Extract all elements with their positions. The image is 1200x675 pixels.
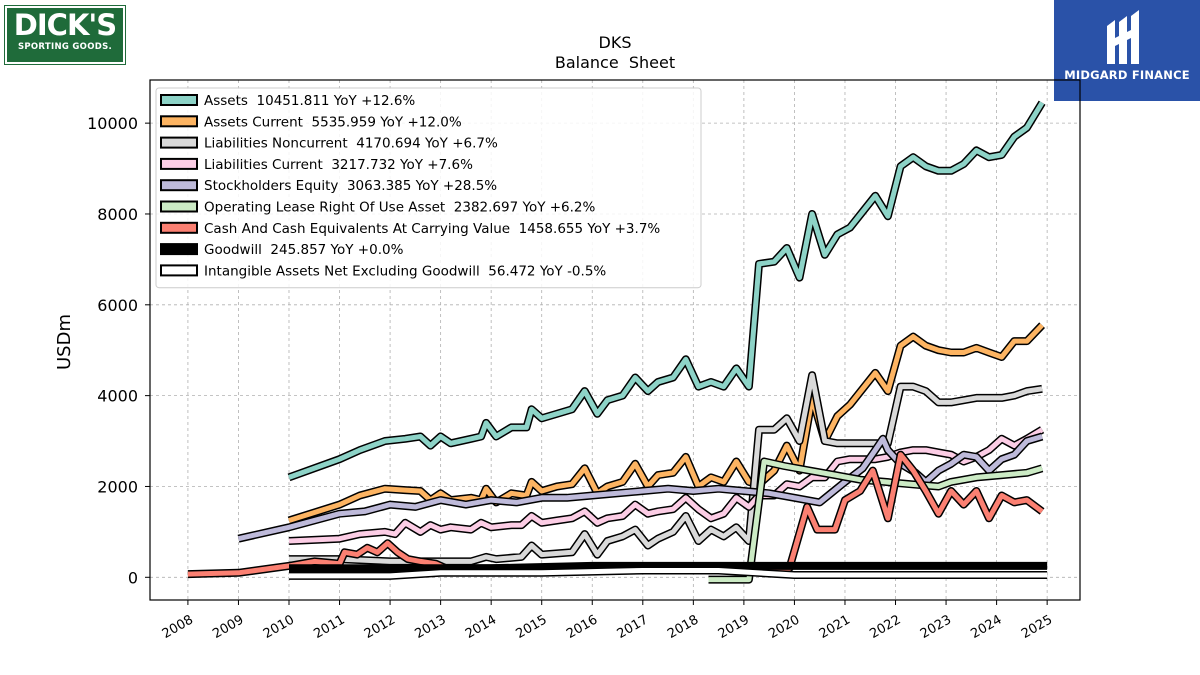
- series-line-1: [288, 323, 1044, 523]
- x-tick-label: 2021: [817, 612, 853, 642]
- midgard-finance-logo: MIDGARD FINANCE: [1054, 0, 1200, 101]
- legend-swatch-3: [160, 157, 198, 170]
- legend-label-6: Cash And Cash Equivalents At Carrying Va…: [204, 221, 660, 237]
- series-line-4: [237, 434, 1043, 542]
- x-tick-label: 2022: [867, 612, 903, 642]
- y-tick-label: 4000: [97, 387, 138, 406]
- logo-text: MIDGARD FINANCE: [1064, 68, 1190, 82]
- x-tick-label: 2008: [160, 612, 196, 642]
- legend-label-3: Liabilities Current 3217.732 YoY +7.6%: [204, 157, 473, 173]
- series-line-8: [289, 568, 1048, 579]
- x-tick-label: 2014: [463, 612, 499, 642]
- legend-label-7: Goodwill 245.857 YoY +0.0%: [204, 242, 404, 258]
- legend-swatch-4: [160, 179, 198, 192]
- legend-swatch-2: [160, 136, 198, 149]
- series-line-7: [289, 563, 1048, 571]
- y-tick-label: 6000: [97, 296, 138, 315]
- legend-label-1: Assets Current 5535.959 YoY +12.0%: [204, 114, 462, 130]
- legend: Assets 10451.811 YoY +12.6% Assets Curren…: [155, 87, 702, 289]
- midgard-emblem-icon: [1107, 10, 1139, 64]
- legend-label-0: Assets 10451.811 YoY +12.6%: [204, 93, 415, 109]
- chart-subtitle: Balance Sheet: [555, 53, 675, 72]
- series-lines: [187, 100, 1048, 584]
- legend-swatch-8: [160, 264, 198, 277]
- x-tick-label: 2020: [766, 612, 802, 642]
- series-line-2: [289, 372, 1043, 564]
- y-tick-label: 8000: [97, 205, 138, 224]
- y-tick-label: 2000: [97, 477, 138, 496]
- y-tick-label: 0: [128, 568, 138, 587]
- legend-swatch-6: [160, 221, 198, 234]
- x-tick-label: 2018: [665, 612, 701, 642]
- series-line-3: [288, 427, 1044, 544]
- chart-title: DKS: [599, 33, 632, 52]
- legend-swatch-1: [160, 115, 198, 128]
- legend-label-5: Operating Lease Right Of Use Asset 2382.…: [204, 200, 596, 216]
- legend-swatch-7: [160, 243, 198, 256]
- legend-box: [155, 87, 702, 289]
- x-tick-label: 2011: [311, 612, 347, 642]
- series-line-0: [288, 101, 1045, 480]
- x-tick-label: 2009: [210, 612, 246, 642]
- x-tick-label: 2023: [918, 612, 954, 642]
- x-tick-label: 2019: [716, 612, 752, 642]
- x-tick-label: 2024: [968, 612, 1004, 642]
- x-tick-label: 2025: [1019, 612, 1055, 642]
- dicks-sporting-goods-logo: DICK'S SPORTING GOODS.: [5, 6, 125, 64]
- x-tick-label: 2012: [362, 612, 398, 642]
- legend-swatch-5: [160, 200, 198, 213]
- legend-label-4: Stockholders Equity 3063.385 YoY +28.5%: [204, 178, 497, 194]
- legend-swatch-0: [160, 94, 198, 106]
- y-axis-label: USDm: [54, 314, 75, 370]
- logo-line-1: DICK'S: [13, 8, 117, 42]
- y-tick-label: 10000: [87, 114, 138, 133]
- x-tick-label: 2015: [514, 612, 550, 642]
- x-tick-label: 2013: [412, 612, 448, 642]
- legend-label-2: Liabilities Noncurrent 4170.694 YoY +6.7…: [204, 136, 498, 152]
- x-tick-label: 2016: [564, 612, 600, 642]
- plot-frame: [149, 79, 1081, 601]
- legend-label-8: Intangible Assets Net Excluding Goodwill…: [204, 263, 606, 279]
- logo-line-2: SPORTING GOODS.: [17, 42, 113, 52]
- x-tick-label: 2010: [261, 612, 297, 642]
- x-tick-label: 2017: [615, 612, 651, 642]
